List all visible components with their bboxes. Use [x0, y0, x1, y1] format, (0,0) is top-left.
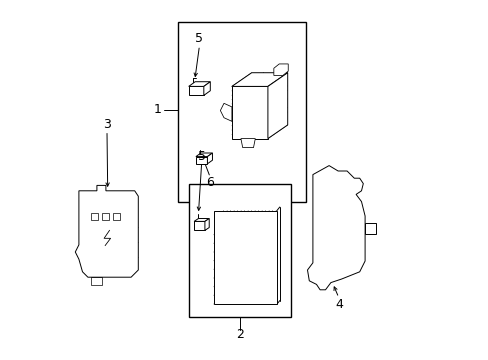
Polygon shape: [307, 166, 365, 290]
Text: 5: 5: [198, 150, 206, 163]
Bar: [91, 213, 98, 220]
Polygon shape: [204, 219, 209, 230]
Polygon shape: [231, 86, 267, 139]
Bar: [113, 213, 120, 220]
Polygon shape: [207, 153, 212, 164]
Polygon shape: [196, 153, 212, 157]
Polygon shape: [75, 185, 138, 277]
Polygon shape: [194, 219, 209, 221]
Text: 4: 4: [334, 298, 342, 311]
Text: 3: 3: [103, 118, 111, 131]
Polygon shape: [365, 223, 375, 234]
Bar: [188, 184, 291, 317]
Polygon shape: [231, 73, 287, 86]
Polygon shape: [188, 82, 210, 86]
Bar: [213, 211, 276, 304]
Polygon shape: [194, 221, 204, 230]
Bar: [178, 22, 305, 202]
Polygon shape: [203, 82, 210, 95]
Polygon shape: [188, 86, 203, 95]
Text: 6: 6: [206, 176, 214, 189]
Polygon shape: [273, 64, 287, 76]
Polygon shape: [196, 157, 207, 164]
Polygon shape: [241, 139, 255, 148]
Bar: [91, 277, 102, 285]
Text: 2: 2: [235, 328, 243, 341]
Bar: [102, 213, 108, 220]
Polygon shape: [220, 103, 231, 121]
Polygon shape: [267, 73, 287, 139]
Text: 1: 1: [154, 103, 162, 116]
Text: 5: 5: [195, 32, 203, 45]
